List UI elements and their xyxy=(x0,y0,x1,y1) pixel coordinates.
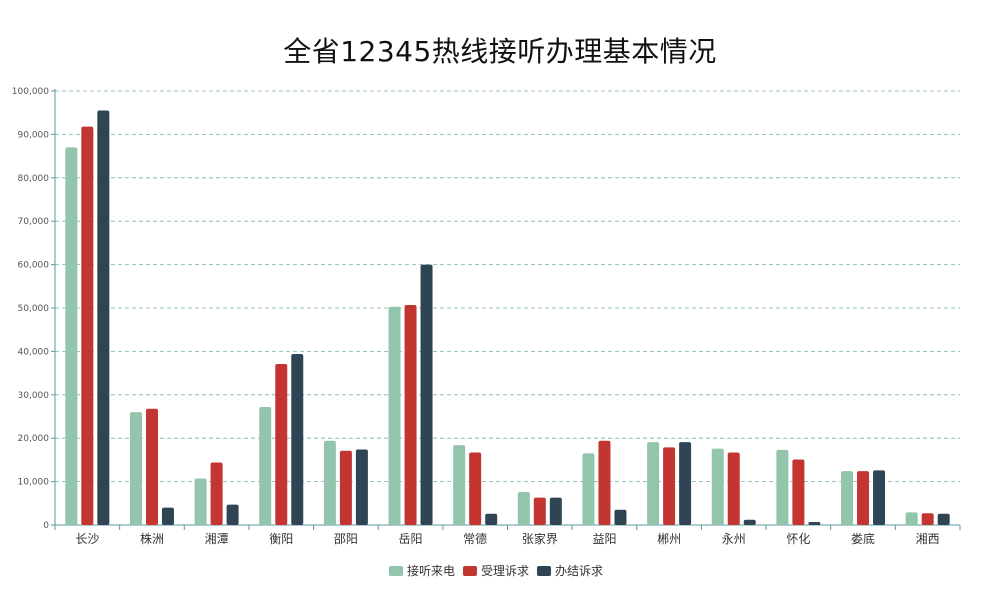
y-tick-label: 20,000 xyxy=(18,434,50,444)
bar-怀化-受理诉求[interactable] xyxy=(792,459,805,525)
bar-衡阳-办结诉求[interactable] xyxy=(291,354,304,525)
y-tick-label: 100,000 xyxy=(12,87,49,97)
bar-湘西-受理诉求[interactable] xyxy=(921,513,934,525)
bar-衡阳-接听来电[interactable] xyxy=(259,406,272,525)
bar-郴州-接听来电[interactable] xyxy=(647,442,660,525)
bar-株洲-受理诉求[interactable] xyxy=(145,408,158,525)
x-tick-label: 常德 xyxy=(463,531,487,546)
bar-岳阳-受理诉求[interactable] xyxy=(404,304,417,525)
legend-swatch-办结诉求[interactable] xyxy=(537,566,551,576)
bar-怀化-办结诉求[interactable] xyxy=(808,521,821,525)
x-tick-label: 湘潭 xyxy=(205,531,229,546)
bar-湘西-接听来电[interactable] xyxy=(905,512,918,525)
bar-岳阳-办结诉求[interactable] xyxy=(420,264,433,525)
bar-长沙-办结诉求[interactable] xyxy=(97,110,110,525)
bar-邵阳-办结诉求[interactable] xyxy=(355,449,368,525)
legend-label[interactable]: 受理诉求 xyxy=(481,564,529,578)
x-tick-label: 张家界 xyxy=(522,531,558,546)
legend-label[interactable]: 接听来电 xyxy=(407,563,455,578)
y-tick-label: 0 xyxy=(43,521,49,531)
bar-益阳-办结诉求[interactable] xyxy=(614,509,627,525)
bar-娄底-接听来电[interactable] xyxy=(841,471,854,525)
bar-邵阳-受理诉求[interactable] xyxy=(339,450,352,525)
x-tick-label: 湘西 xyxy=(916,531,940,546)
bar-永州-办结诉求[interactable] xyxy=(743,519,756,525)
x-tick-label: 衡阳 xyxy=(269,532,293,546)
y-tick-label: 60,000 xyxy=(18,261,50,271)
x-tick-label: 永州 xyxy=(722,532,746,546)
bar-株洲-办结诉求[interactable] xyxy=(161,507,174,525)
bar-常德-受理诉求[interactable] xyxy=(469,452,482,525)
bar-张家界-受理诉求[interactable] xyxy=(533,497,546,525)
chart-title: 全省12345热线接听办理基本情况 xyxy=(283,35,717,68)
bar-常德-接听来电[interactable] xyxy=(453,445,466,525)
bar-长沙-接听来电[interactable] xyxy=(65,147,78,526)
x-tick-label: 娄底 xyxy=(851,531,875,546)
x-tick-label: 邵阳 xyxy=(334,532,358,546)
y-tick-label: 30,000 xyxy=(18,391,50,401)
y-tick-label: 70,000 xyxy=(18,217,50,227)
bar-张家界-办结诉求[interactable] xyxy=(549,497,562,525)
legend-swatch-受理诉求[interactable] xyxy=(463,566,477,576)
legend-swatch-接听来电[interactable] xyxy=(389,566,403,576)
x-tick-label: 郴州 xyxy=(657,532,681,546)
y-tick-label: 80,000 xyxy=(18,174,50,184)
x-tick-label: 怀化 xyxy=(786,532,810,546)
bar-岳阳-接听来电[interactable] xyxy=(388,306,401,525)
bar-常德-办结诉求[interactable] xyxy=(485,513,498,525)
bar-株洲-接听来电[interactable] xyxy=(129,412,142,525)
y-tick-label: 50,000 xyxy=(18,304,50,314)
bar-湘潭-办结诉求[interactable] xyxy=(226,504,239,525)
bar-湘潭-接听来电[interactable] xyxy=(194,478,207,525)
bar-邵阳-接听来电[interactable] xyxy=(323,440,336,525)
x-tick-label: 株洲 xyxy=(140,531,164,546)
bar-湘西-办结诉求[interactable] xyxy=(937,513,950,525)
bar-娄底-办结诉求[interactable] xyxy=(873,470,886,525)
bar-娄底-受理诉求[interactable] xyxy=(857,471,870,525)
bar-湘潭-受理诉求[interactable] xyxy=(210,462,223,525)
y-tick-label: 10,000 xyxy=(18,478,50,488)
bar-长沙-受理诉求[interactable] xyxy=(81,126,94,525)
legend-label[interactable]: 办结诉求 xyxy=(555,563,603,578)
bar-永州-接听来电[interactable] xyxy=(711,448,724,525)
bar-郴州-办结诉求[interactable] xyxy=(679,442,692,525)
bar-永州-受理诉求[interactable] xyxy=(727,452,740,525)
bar-郴州-受理诉求[interactable] xyxy=(663,447,676,525)
bar-衡阳-受理诉求[interactable] xyxy=(275,363,288,525)
x-tick-label: 益阳 xyxy=(592,532,616,546)
bar-益阳-受理诉求[interactable] xyxy=(598,440,611,525)
bar-张家界-接听来电[interactable] xyxy=(517,492,530,525)
y-tick-label: 40,000 xyxy=(18,347,50,357)
bar-怀化-接听来电[interactable] xyxy=(776,449,789,525)
y-tick-label: 90,000 xyxy=(18,130,50,140)
x-tick-label: 长沙 xyxy=(75,532,99,546)
bar-益阳-接听来电[interactable] xyxy=(582,453,595,525)
x-tick-label: 岳阳 xyxy=(399,532,423,546)
